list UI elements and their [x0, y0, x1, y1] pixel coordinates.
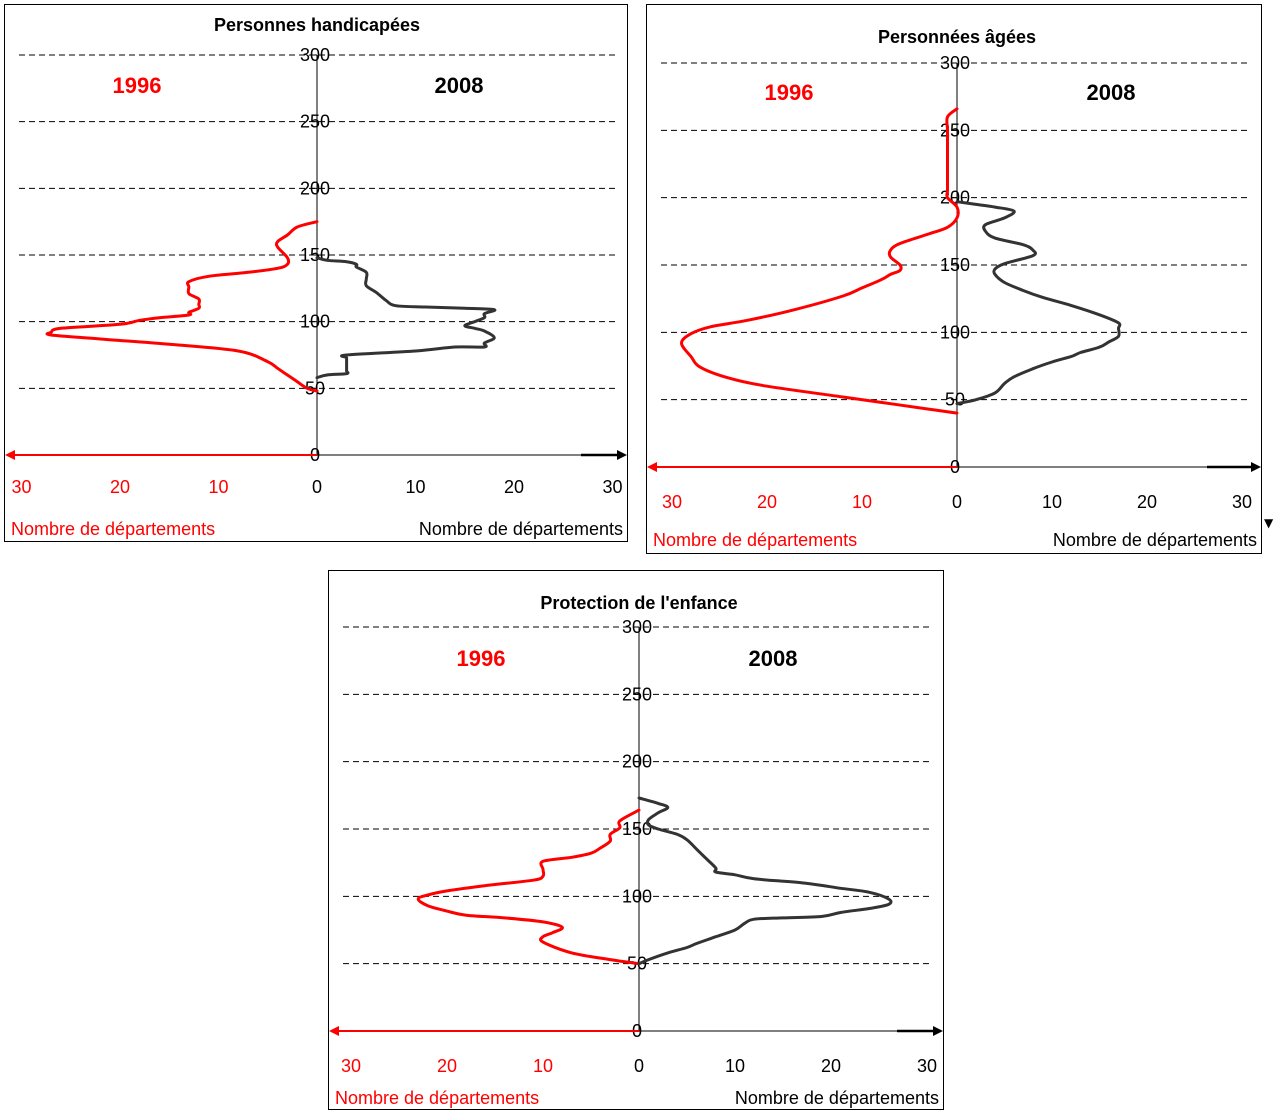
series-line-1996 — [680, 107, 960, 415]
x-tick-label-2008: 0 — [952, 492, 962, 512]
x-axis-label-1996: Nombre de départements — [653, 530, 857, 550]
series-line-2008 — [637, 796, 893, 966]
y-tick-label: 100 — [622, 886, 652, 906]
y-tick-label: 150 — [300, 245, 330, 265]
series-line-1996 — [416, 808, 641, 966]
x-axis-right-arrowhead — [1251, 462, 1261, 472]
year-label-1996: 1996 — [113, 73, 162, 98]
x-axis-label-2008: Nombre de départements — [1053, 530, 1257, 550]
x-tick-label-2008: 30 — [1232, 492, 1252, 512]
y-tick-label: 250 — [940, 120, 970, 140]
x-axis-left-arrowhead — [329, 1026, 339, 1036]
x-axis-right-arrowhead — [933, 1026, 943, 1036]
series-line-2008 — [315, 256, 497, 380]
y-tick-label: 50 — [305, 378, 325, 398]
y-tick-label: 150 — [940, 255, 970, 275]
y-tick-label: 100 — [940, 322, 970, 342]
x-tick-label-1996: 10 — [208, 477, 228, 497]
chart-panel-personnes-agees: 0 50 100 150 200 250 300 30 20 10 0 10 20 30 Nombre de… — [646, 4, 1262, 554]
x-axis-label-1996: Nombre de départements — [11, 519, 215, 539]
y-tick-label: 300 — [622, 617, 652, 637]
chart-panel-personnes-handicapees: 0 50 100 150 200 250 300 30 20 10 0 10 20 30 Nombre de… — [4, 4, 628, 542]
x-tick-label-1996: 20 — [757, 492, 777, 512]
x-tick-label-1996: 30 — [341, 1056, 361, 1076]
year-label-2008: 2008 — [749, 646, 798, 671]
year-label-1996: 1996 — [457, 646, 506, 671]
chart-title: Personnes handicapées — [214, 15, 420, 35]
corner-marker: ▼ — [1264, 516, 1274, 530]
x-tick-label-2008: 0 — [634, 1056, 644, 1076]
x-axis-right-arrowhead — [617, 450, 627, 460]
series-line-1996 — [45, 220, 319, 393]
x-tick-label-2008: 10 — [1042, 492, 1062, 512]
y-tick-label: 250 — [300, 112, 330, 132]
x-tick-label-1996: 20 — [110, 477, 130, 497]
x-tick-label-2008: 10 — [405, 477, 425, 497]
x-tick-label-2008: 20 — [504, 477, 524, 497]
x-tick-label-2008: 10 — [725, 1056, 745, 1076]
x-axis-label-2008: Nombre de départements — [419, 519, 623, 539]
x-tick-label-1996: 30 — [662, 492, 682, 512]
chart-title: Personnées âgées — [878, 27, 1036, 47]
x-tick-label-1996: 10 — [533, 1056, 553, 1076]
y-tick-label: 300 — [300, 45, 330, 65]
x-axis-left-arrowhead — [5, 450, 15, 460]
x-tick-label-2008: 20 — [821, 1056, 841, 1076]
series-line-2008 — [955, 200, 1122, 406]
year-label-1996: 1996 — [765, 80, 814, 105]
y-tick-label: 50 — [945, 390, 965, 410]
x-tick-label-2008: 30 — [602, 477, 622, 497]
year-label-2008: 2008 — [435, 73, 484, 98]
y-tick-label: 100 — [300, 312, 330, 332]
x-tick-label-1996: 30 — [11, 477, 31, 497]
y-tick-label: 200 — [622, 752, 652, 772]
chart-panel-protection-enfance: 0 50 100 150 200 250 300 30 20 10 0 10 20 30 Nombre de… — [328, 570, 944, 1110]
x-tick-label-1996: 10 — [852, 492, 872, 512]
x-tick-label-1996: 20 — [437, 1056, 457, 1076]
y-tick-label: 150 — [622, 819, 652, 839]
x-axis-label-2008: Nombre de départements — [735, 1088, 939, 1108]
x-axis-left-arrowhead — [647, 462, 657, 472]
x-axis-label-1996: Nombre de départements — [335, 1088, 539, 1108]
x-tick-label-2008: 0 — [312, 477, 322, 497]
year-label-2008: 2008 — [1087, 80, 1136, 105]
x-tick-label-2008: 20 — [1137, 492, 1157, 512]
chart-title: Protection de l'enfance — [540, 593, 737, 613]
y-tick-label: 200 — [300, 178, 330, 198]
y-tick-label: 300 — [940, 53, 970, 73]
x-tick-label-2008: 30 — [917, 1056, 937, 1076]
y-tick-label: 250 — [622, 684, 652, 704]
